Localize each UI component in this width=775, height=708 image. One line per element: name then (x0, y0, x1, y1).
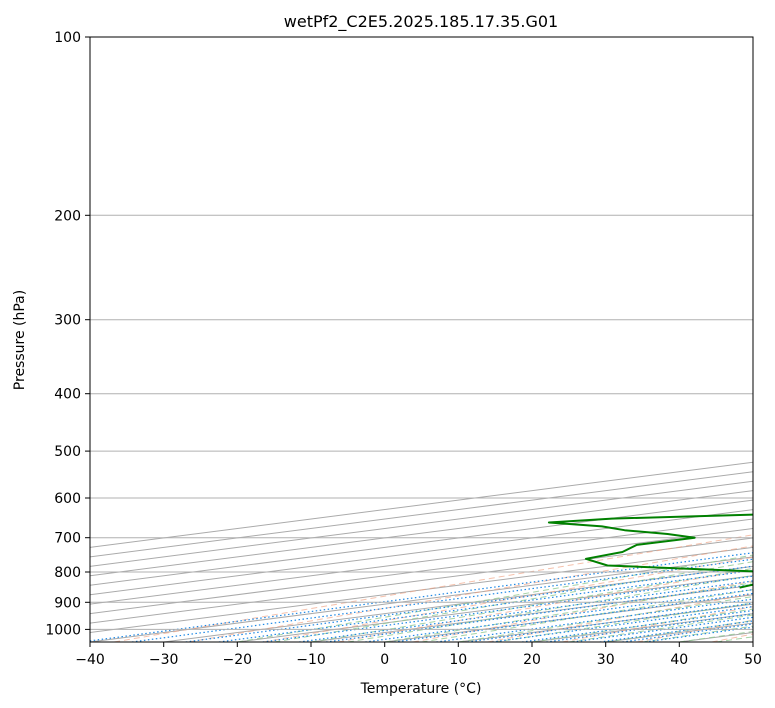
y-tick-label: 100 (54, 30, 81, 46)
x-tick-label: −40 (75, 652, 105, 668)
mixing-ratio-line (218, 569, 753, 642)
moist-adiabat-line (237, 554, 753, 642)
y-axis-label: Pressure (hPa) (12, 290, 28, 390)
isotherm-line (90, 537, 753, 624)
x-tick-label: −10 (296, 652, 326, 668)
y-tick-label: 600 (54, 491, 81, 507)
x-tick-label: 20 (523, 652, 541, 668)
isotherm-line (90, 518, 753, 605)
x-tick-label: 30 (597, 652, 615, 668)
background-lines (90, 37, 753, 642)
mixing-ratio-line (326, 583, 753, 642)
y-tick-label: 500 (54, 444, 81, 460)
plot-background (90, 37, 753, 642)
isotherm-line (90, 461, 753, 548)
x-tick-label: 0 (380, 652, 389, 668)
y-tick-label: 900 (54, 595, 81, 611)
x-axis-label: Temperature (°C) (360, 681, 482, 697)
x-tick-label: −20 (223, 652, 253, 668)
moist-adiabat-line (347, 574, 753, 642)
isotherm-line (90, 509, 753, 596)
x-tick-label: 10 (449, 652, 467, 668)
isotherm-line (90, 527, 753, 615)
x-tick-label: 40 (670, 652, 688, 668)
profile-lines (547, 513, 753, 589)
moist-adiabat-line (458, 595, 753, 642)
chart-title: wetPf2_C2E5.2025.185.17.35.G01 (284, 12, 558, 32)
x-tick-label: 50 (744, 652, 762, 668)
mixing-ratio-line (185, 565, 753, 642)
isotherm-line (90, 471, 753, 558)
y-tick-label: 400 (54, 387, 81, 403)
y-tick-label: 700 (54, 531, 81, 547)
y-tick-label: 1000 (45, 622, 81, 638)
y-tick-label: 300 (54, 313, 81, 329)
dry-adiabat-line (114, 534, 753, 642)
plot-frame (89, 36, 754, 643)
y-axis-ticks: 100 200 300 400 500 600 700 800 900 1000 (45, 30, 90, 638)
isotherm-line (90, 490, 753, 577)
x-axis-ticks: −40 −30 −20 −10 0 10 20 30 40 50 (75, 642, 762, 668)
mixing-ratio-line (572, 616, 753, 642)
x-tick-label: −30 (149, 652, 179, 668)
isotherm-line (90, 480, 753, 567)
dewpoint-profile-line (547, 513, 753, 589)
y-tick-label: 200 (54, 208, 81, 224)
mixing-ratio-line (262, 575, 753, 642)
moist-adiabat-line (421, 589, 753, 642)
mixing-ratio-line (90, 552, 753, 642)
moist-adiabat-line (274, 561, 753, 642)
mixing-ratio-line (299, 580, 753, 642)
isotherm-line (90, 499, 753, 586)
y-tick-label: 800 (54, 565, 81, 581)
moist-adiabat-line (384, 582, 753, 642)
isotherm-line (752, 641, 753, 642)
